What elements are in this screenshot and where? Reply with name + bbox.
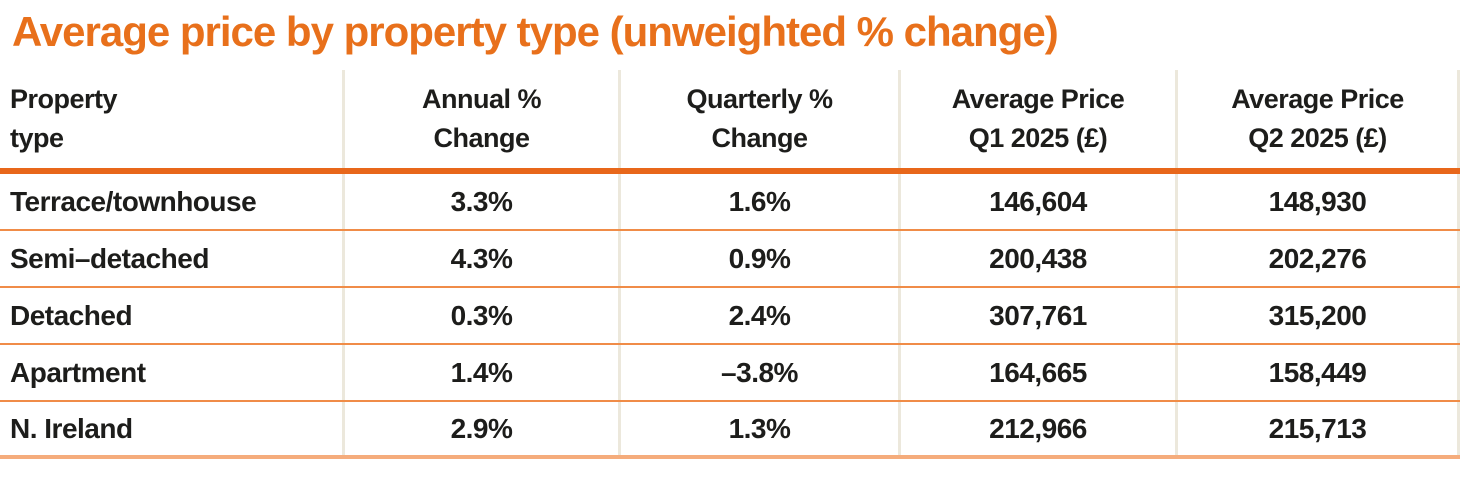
column-header: Annual % Change xyxy=(342,70,618,168)
property-type-cell: N. Ireland xyxy=(10,412,133,444)
value-cell: 3.3% xyxy=(342,174,618,229)
property-type-cell: Semi–detached xyxy=(10,242,209,274)
value-cell: 202,276 xyxy=(1175,231,1460,286)
property-type-cell: Apartment xyxy=(10,356,146,388)
column-header: Average Price Q1 2025 (£) xyxy=(898,70,1175,168)
table-row: Detached 0.3% 2.4% 307,761 315,200 xyxy=(0,288,1460,345)
table-header-row: Property type Annual % Change Quarterly % … xyxy=(0,70,1460,174)
value-cell: 1.4% xyxy=(342,345,618,400)
price-table: Property type Annual % Change Quarterly % … xyxy=(0,70,1460,459)
value-cell: 1.6% xyxy=(618,174,898,229)
column-header: Quarterly % Change xyxy=(618,70,898,168)
value-cell: 2.4% xyxy=(618,288,898,343)
value-cell: 0.9% xyxy=(618,231,898,286)
property-type-cell: Terrace/townhouse xyxy=(10,185,257,217)
value-cell: 148,930 xyxy=(1175,174,1460,229)
figure-title: Average price by property type (unweight… xyxy=(12,8,1059,55)
value-cell: 0.3% xyxy=(342,288,618,343)
table-row: Semi–detached 4.3% 0.9% 200,438 202,276 xyxy=(0,231,1460,288)
value-cell: 146,604 xyxy=(898,174,1175,229)
column-header: Property type xyxy=(10,84,118,154)
value-cell: 315,200 xyxy=(1175,288,1460,343)
value-cell: 215,713 xyxy=(1175,402,1460,455)
table-body: Terrace/townhouse 3.3% 1.6% 146,604 148,930 S… xyxy=(0,174,1460,459)
table-row: N. Ireland 2.9% 1.3% 212,966 215,713 xyxy=(0,402,1460,459)
value-cell: –3.8% xyxy=(618,345,898,400)
property-type-cell: Detached xyxy=(10,299,133,331)
value-cell: 158,449 xyxy=(1175,345,1460,400)
value-cell: 307,761 xyxy=(898,288,1175,343)
value-cell: 212,966 xyxy=(898,402,1175,455)
value-cell: 2.9% xyxy=(342,402,618,455)
table-row: Apartment 1.4% –3.8% 164,665 158,449 xyxy=(0,345,1460,402)
column-header: Average Price Q2 2025 (£) xyxy=(1175,70,1460,168)
value-cell: 4.3% xyxy=(342,231,618,286)
value-cell: 164,665 xyxy=(898,345,1175,400)
value-cell: 200,438 xyxy=(898,231,1175,286)
value-cell: 1.3% xyxy=(618,402,898,455)
table-row: Terrace/townhouse 3.3% 1.6% 146,604 148,930 xyxy=(0,174,1460,231)
